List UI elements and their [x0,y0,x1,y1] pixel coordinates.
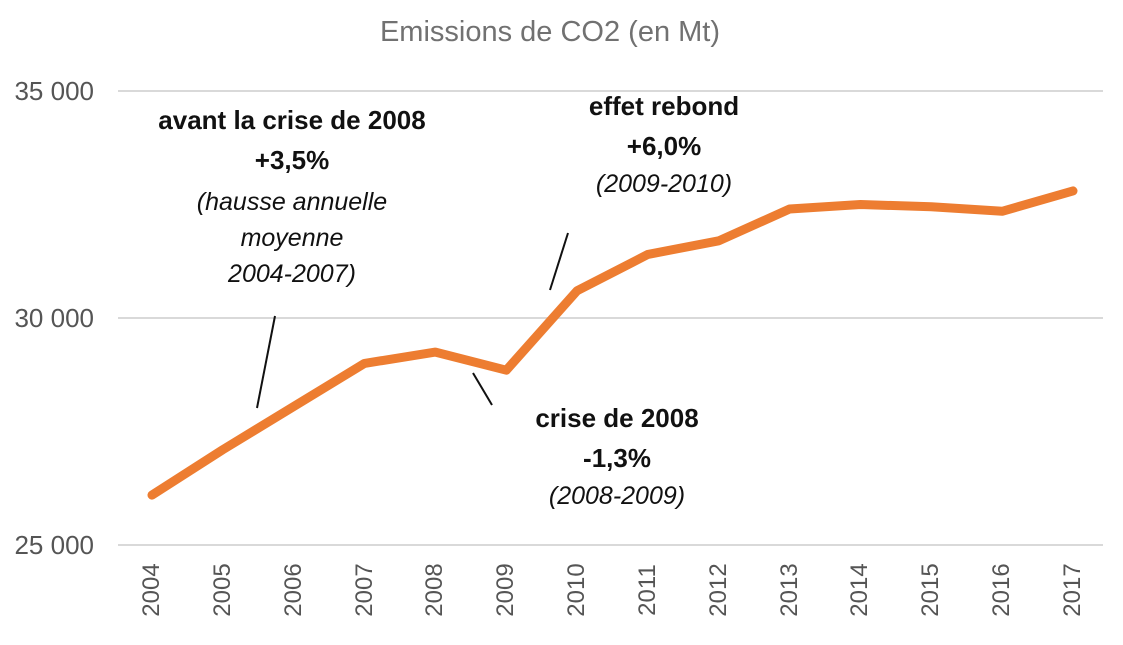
x-axis-tick-label: 2007 [351,563,378,617]
gridlines [118,90,1103,546]
annotation-detail: (hausse annuelle moyenne 2004-2007) [122,184,462,292]
annotation-value: -1,3% [583,443,651,473]
annotation-leader-lines [256,232,569,409]
y-axis-tick-label: 35 000 [14,76,94,106]
x-axis-tick-label: 2006 [280,563,307,617]
y-axis-tick-label: 25 000 [14,530,94,560]
annotation-effet-rebond: effet rebond +6,0% (2009-2010) [514,86,814,202]
x-axis-tick-label: 2010 [563,563,590,617]
x-axis-tick-label: 2013 [776,563,803,617]
emissions-series-line [147,186,1078,500]
x-axis-tick-label: 2017 [1059,563,1086,617]
x-axis-tick-label: 2015 [917,563,944,617]
annotation-detail-line: 2004-2007) [228,260,356,288]
x-axis-tick-label: 2009 [492,563,519,617]
leader-line [256,315,276,409]
x-axis-tick-label: 2014 [846,563,873,617]
annotation-detail-line: (2009-2010) [595,170,733,198]
annotation-detail-line: (2008-2009) [548,482,686,510]
x-axis-tick-label: 2016 [988,563,1015,617]
annotation-title: crise de 2008 [535,403,699,433]
y-axis-tick-label: 30 000 [14,303,94,333]
x-axis-tick-label: 2011 [634,564,661,616]
annotation-title: avant la crise de 2008 [158,105,426,135]
x-axis-tick-label: 2005 [209,563,236,617]
annotation-crise-2008: crise de 2008 -1,3% (2008-2009) [467,398,767,514]
chart-title: Emissions de CO2 (en Mt) [379,16,721,48]
leader-line [549,232,569,291]
annotation-detail-line: moyenne [240,224,344,252]
annotation-detail-line: (hausse annuelle [196,188,388,216]
annotation-avant-crise: avant la crise de 2008 +3,5% (hausse ann… [122,100,462,292]
annotation-value: +3,5% [254,145,330,175]
annotation-title: effet rebond [588,91,740,121]
x-axis-tick-label: 2008 [421,563,448,617]
leader-line [472,372,493,406]
x-axis-tick-label: 2012 [705,563,732,617]
x-axis-tick-label: 2004 [138,563,165,617]
annotation-value: +6,0% [626,131,702,161]
